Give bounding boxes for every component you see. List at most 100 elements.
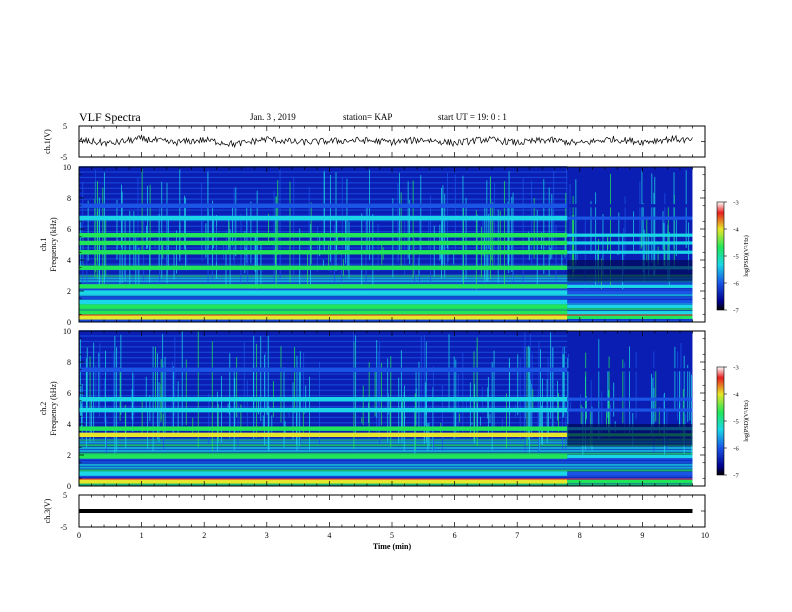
sferic-streak xyxy=(427,423,429,452)
sferic-streak xyxy=(475,210,477,290)
x-tick-label: 2 xyxy=(202,531,206,540)
sferic-streak xyxy=(423,407,425,444)
sferic-streak xyxy=(289,181,291,283)
frequency-band xyxy=(79,265,568,270)
frequency-band xyxy=(79,367,568,372)
sferic-streak xyxy=(232,205,233,246)
frequency-band xyxy=(567,397,693,401)
sferic-streak xyxy=(640,233,642,249)
start-time-label: start UT = 19: 0 : 1 xyxy=(438,112,507,122)
x-tick-label: 4 xyxy=(327,531,331,540)
frequency-band xyxy=(567,284,693,288)
sferic-streak xyxy=(392,198,394,278)
noise-band xyxy=(79,296,693,300)
sferic-streak xyxy=(120,334,122,415)
sferic-streak xyxy=(493,350,495,429)
sferic-streak xyxy=(149,184,151,271)
sferic-streak xyxy=(185,359,187,426)
frequency-band xyxy=(79,397,568,402)
sferic-streak xyxy=(580,394,581,410)
sferic-streak xyxy=(664,392,665,455)
quiet-region xyxy=(567,260,693,282)
sferic-streak xyxy=(494,182,495,268)
sferic-streak xyxy=(563,346,565,411)
colorbar-tick-label: -7 xyxy=(733,473,739,480)
y-tick-label: 0 xyxy=(67,482,71,491)
sferic-streak xyxy=(114,411,116,416)
sferic-streak xyxy=(680,342,682,441)
sferic-streak xyxy=(557,392,559,432)
sferic-streak xyxy=(258,397,259,415)
sferic-streak xyxy=(538,340,540,454)
frequency-band xyxy=(567,408,693,412)
sferic-streak xyxy=(413,238,415,286)
sferic-streak xyxy=(412,180,414,278)
noise-band xyxy=(79,463,693,466)
sferic-streak xyxy=(479,416,481,426)
sferic-streak xyxy=(453,252,455,265)
sferic-streak xyxy=(113,353,115,439)
sferic-streak xyxy=(133,373,135,416)
sferic-streak xyxy=(424,382,426,426)
sferic-streak xyxy=(299,351,301,410)
frequency-band xyxy=(79,203,568,208)
frequency-band xyxy=(567,454,693,459)
noise-band xyxy=(79,373,568,375)
sferic-streak xyxy=(529,333,531,421)
sferic-streak xyxy=(298,367,300,447)
sferic-streak xyxy=(565,398,567,451)
sferic-streak xyxy=(506,393,507,449)
sferic-streak xyxy=(423,335,425,440)
sferic-streak xyxy=(507,201,509,265)
sferic-streak xyxy=(114,336,116,454)
sferic-streak xyxy=(624,196,626,256)
noise-band xyxy=(79,193,568,195)
sferic-streak xyxy=(124,215,126,281)
colorbar-tick-label: -4 xyxy=(733,227,739,234)
sferic-streak xyxy=(98,352,100,412)
sferic-streak xyxy=(389,399,391,437)
y-tick-label: 2 xyxy=(67,287,71,296)
y-axis-label: ch.3(V) xyxy=(43,498,52,523)
frequency-band xyxy=(567,250,693,254)
sferic-streak xyxy=(253,335,255,439)
sferic-streak xyxy=(664,241,666,267)
x-tick-label: 0 xyxy=(77,531,81,540)
sferic-streak xyxy=(618,212,620,255)
sferic-streak xyxy=(274,249,276,264)
sferic-streak xyxy=(348,221,350,279)
sferic-streak xyxy=(267,335,269,450)
sferic-streak xyxy=(160,384,162,423)
frequency-band xyxy=(79,471,568,476)
noise-band xyxy=(79,395,568,397)
sferic-streak xyxy=(119,367,121,421)
sferic-streak xyxy=(376,406,378,433)
sferic-streak xyxy=(346,249,348,266)
sferic-streak xyxy=(143,216,145,282)
sferic-streak xyxy=(95,365,97,413)
sferic-streak xyxy=(595,192,597,285)
sferic-streak xyxy=(477,403,478,430)
frequency-band xyxy=(79,290,568,295)
sferic-streak xyxy=(688,222,690,271)
sferic-streak xyxy=(197,331,199,448)
sferic-streak xyxy=(474,383,476,444)
sferic-streak xyxy=(462,352,464,437)
noise-band xyxy=(79,209,568,211)
noise-band xyxy=(79,247,568,249)
noise-band xyxy=(79,176,568,179)
colorbar-tick-label: -5 xyxy=(733,254,738,261)
frequency-band xyxy=(567,315,693,319)
y-tick-label: 5 xyxy=(63,491,67,500)
frequency-band xyxy=(79,215,568,221)
sferic-streak xyxy=(237,403,239,447)
sferic-streak xyxy=(543,179,545,275)
sferic-streak xyxy=(400,350,402,430)
sferic-streak xyxy=(463,207,464,288)
noise-band xyxy=(79,444,693,447)
sferic-streak xyxy=(432,387,434,451)
sferic-streak xyxy=(585,352,587,423)
y-tick-label: 4 xyxy=(67,256,71,265)
waveforms xyxy=(78,134,693,513)
sferic-streak xyxy=(233,187,235,268)
